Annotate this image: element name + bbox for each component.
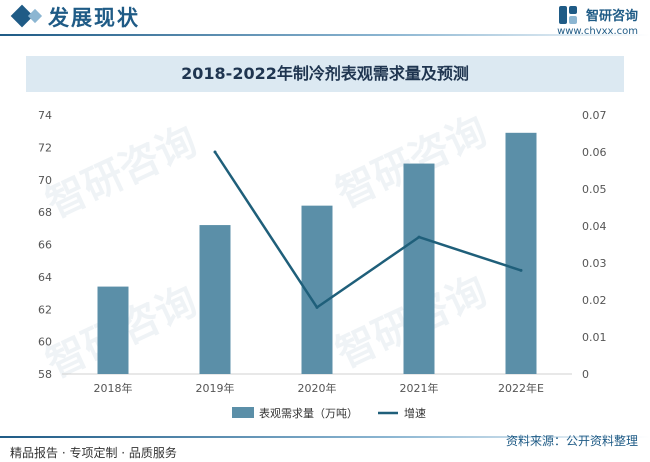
y-left-tick-label: 58 xyxy=(38,368,52,381)
y-left-tick-label: 70 xyxy=(38,174,52,187)
y-left-tick-label: 74 xyxy=(38,109,52,122)
y-right-tick-label: 0.03 xyxy=(582,257,607,270)
y-right-tick-label: 0 xyxy=(582,368,589,381)
brand-logo-icon xyxy=(558,5,577,24)
growth-point-2 xyxy=(417,235,421,239)
section-title: 发展现状 xyxy=(48,6,140,30)
x-tick-label: 2020年 xyxy=(298,381,337,395)
growth-point-3 xyxy=(519,268,523,272)
y-left-tick-label: 66 xyxy=(38,239,52,252)
y-left-tick-label: 62 xyxy=(38,303,52,316)
x-tick-label: 2022年E xyxy=(498,381,544,395)
chart-title: 2018-2022年制冷剂表观需求量及预测 xyxy=(181,64,469,83)
growth-point-1 xyxy=(315,305,319,309)
y-left-tick-label: 68 xyxy=(38,206,52,219)
brand: 智研咨询 www.chyxx.com xyxy=(557,4,638,37)
y-right-tick-label: 0.06 xyxy=(582,146,607,159)
bar-4 xyxy=(505,132,537,374)
y-left-tick-label: 72 xyxy=(38,141,52,154)
footer-slogan: 精品报告 · 专项定制 · 品质服务 xyxy=(10,446,177,460)
legend-line-label: 增速 xyxy=(404,406,426,420)
legend-bar-label: 表观需求量（万吨） xyxy=(259,406,358,420)
y-left-tick-label: 64 xyxy=(38,271,52,284)
x-tick-label: 2021年 xyxy=(400,381,439,395)
y-right-tick-label: 0.04 xyxy=(582,220,607,233)
x-tick-label: 2018年 xyxy=(94,381,133,395)
brand-name: 智研咨询 xyxy=(585,9,638,24)
y-left-tick-label: 60 xyxy=(38,336,52,349)
growth-line xyxy=(213,151,522,309)
header-divider xyxy=(0,34,650,36)
growth-point-0 xyxy=(213,150,217,154)
legend-bar-swatch xyxy=(232,407,254,418)
bar-3 xyxy=(403,163,435,374)
y-right-tick-label: 0.01 xyxy=(582,331,607,344)
header-diamond-accent-icon xyxy=(27,8,43,24)
chart: 58 60 62 64 66 68 70 72 74 0 0.01 0.02 0.03 0.04 0.05 0… xyxy=(38,109,607,420)
brand-url: www.chyxx.com xyxy=(557,26,638,37)
y-right-tick-label: 0.02 xyxy=(582,294,607,307)
y-right-tick-label: 0.07 xyxy=(582,109,607,122)
data-source: 资料来源：公开资料整理 xyxy=(505,434,638,448)
x-tick-label: 2019年 xyxy=(196,381,235,395)
chart-title-bar: 2018-2022年制冷剂表观需求量及预测 xyxy=(26,56,624,92)
bar-0 xyxy=(97,286,129,374)
bar-1 xyxy=(199,225,231,374)
footer-divider xyxy=(0,436,650,438)
page-header: 发展现状 智研咨询 www.chyxx.com xyxy=(0,0,650,37)
y-right-tick-label: 0.05 xyxy=(582,183,607,196)
page-footer: 精品报告 · 专项定制 · 品质服务 xyxy=(0,436,650,462)
